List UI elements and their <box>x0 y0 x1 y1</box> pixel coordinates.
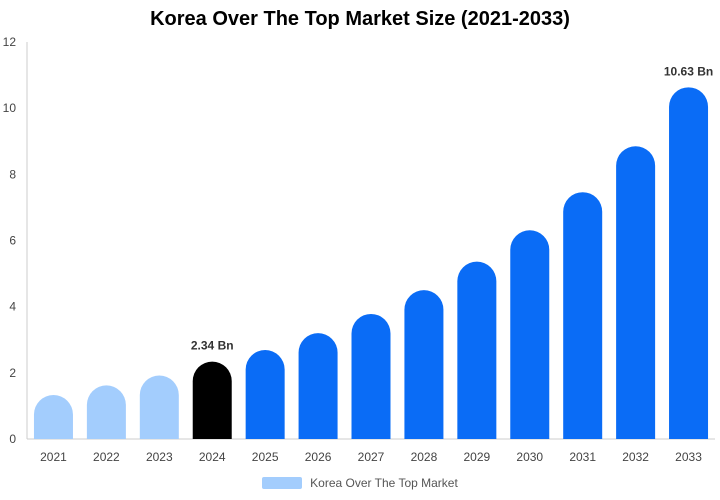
y-tick-label: 12 <box>3 35 17 49</box>
x-tick-label: 2029 <box>463 450 490 464</box>
bar-2031 <box>563 192 603 439</box>
x-tick-label: 2022 <box>93 450 120 464</box>
legend: Korea Over The Top Market <box>0 476 720 490</box>
x-tick-label: 2033 <box>675 450 702 464</box>
bar-2023 <box>139 375 179 439</box>
bar-2025 <box>245 350 285 439</box>
bar-chart: 0 2 4 6 8 10 12 2021 2022 2023 2024 2.34 Bn 2025 2026… <box>3 35 715 464</box>
bar-2028 <box>404 290 444 439</box>
bar-2027 <box>351 313 391 439</box>
x-tick-label: 2024 <box>199 450 226 464</box>
x-tick-label: 2028 <box>411 450 438 464</box>
bar-2029 <box>457 261 497 439</box>
bar-2022 <box>86 385 126 439</box>
y-tick-label: 2 <box>9 366 16 380</box>
x-tick-label: 2027 <box>358 450 385 464</box>
legend-label: Korea Over The Top Market <box>310 476 458 490</box>
y-tick-label: 10 <box>3 101 17 115</box>
bar-2021 <box>33 394 73 439</box>
x-tick-label: 2031 <box>569 450 596 464</box>
bar-2033 <box>669 87 709 440</box>
x-tick-label: 2025 <box>252 450 279 464</box>
bar-2030 <box>510 230 550 439</box>
legend-swatch <box>262 477 303 489</box>
bar-2026 <box>298 333 338 439</box>
bar-2032 <box>616 146 656 439</box>
x-tick-label: 2030 <box>516 450 543 464</box>
data-label-2033: 10.63 Bn <box>664 64 713 78</box>
chart-title: Korea Over The Top Market Size (2021-203… <box>150 8 570 30</box>
y-tick-label: 6 <box>9 234 16 248</box>
data-label-2024: 2.34 Bn <box>191 339 234 353</box>
y-tick-label: 8 <box>9 167 16 181</box>
x-tick-label: 2032 <box>622 450 649 464</box>
x-tick-label: 2023 <box>146 450 173 464</box>
y-tick-label: 0 <box>9 432 16 446</box>
bar-2024 <box>192 361 232 439</box>
y-tick-label: 4 <box>9 300 16 314</box>
x-tick-label: 2026 <box>305 450 332 464</box>
x-tick-label: 2021 <box>40 450 67 464</box>
